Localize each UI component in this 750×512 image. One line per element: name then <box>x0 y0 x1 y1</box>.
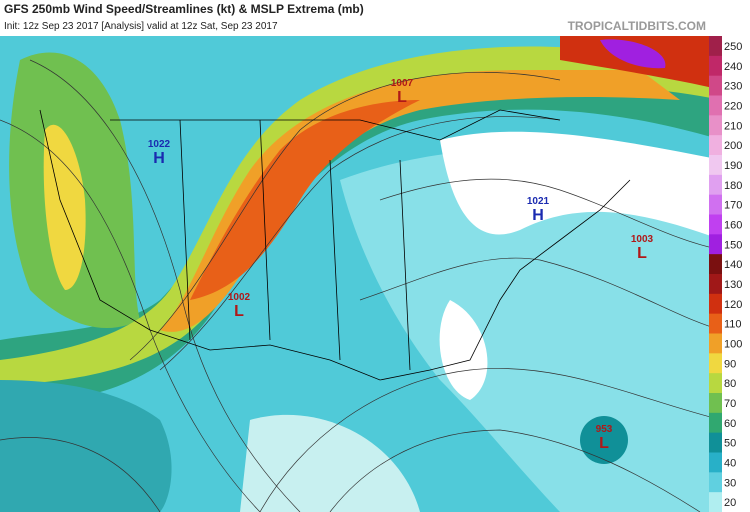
colorbar-label: 60 <box>724 418 736 430</box>
system-pressure: 953 <box>596 424 613 435</box>
system-pressure: 1002 <box>228 292 251 303</box>
colorbar-swatch <box>709 194 722 215</box>
system-type: L <box>234 303 244 320</box>
system-pressure: 1007 <box>391 78 414 89</box>
colorbar-label: 160 <box>724 219 742 231</box>
colorbar-swatch <box>709 274 722 295</box>
system-pressure: 1021 <box>527 196 550 207</box>
system-type: L <box>599 435 609 452</box>
colorbar-swatch <box>709 135 722 156</box>
colorbar-label: 120 <box>724 299 742 311</box>
map-field <box>0 36 722 512</box>
system-pressure: 1022 <box>148 139 171 150</box>
colorbar-label: 90 <box>724 358 736 370</box>
colorbar-swatch <box>709 36 722 57</box>
colorbar-label: 70 <box>724 398 736 410</box>
colorbar-swatch <box>709 214 722 235</box>
system-type: H <box>153 150 165 167</box>
colorbar-label: 210 <box>724 120 742 132</box>
title: GFS 250mb Wind Speed/Streamlines (kt) & … <box>4 2 364 16</box>
colorbar-swatch <box>709 333 722 354</box>
colorbar-label: 40 <box>724 457 736 469</box>
colorbar-label: 150 <box>724 239 742 251</box>
colorbar-swatch <box>709 155 722 176</box>
colorbar-label: 230 <box>724 81 742 93</box>
colorbar-swatch <box>709 492 722 512</box>
colorbar-swatch <box>709 373 722 394</box>
colorbar-label: 170 <box>724 200 742 212</box>
system-type: L <box>397 89 407 106</box>
header-bar <box>0 0 750 36</box>
colorbar-swatch <box>709 452 722 473</box>
colorbar-label: 240 <box>724 61 742 73</box>
colorbar-label: 100 <box>724 338 742 350</box>
system-type: L <box>637 245 647 262</box>
colorbar-swatch <box>709 254 722 275</box>
colorbar-label: 190 <box>724 160 742 172</box>
colorbar-label: 140 <box>724 259 742 271</box>
colorbar-swatch <box>709 174 722 196</box>
colorbar-label: 180 <box>724 180 742 192</box>
system-pressure: 1003 <box>631 234 654 245</box>
colorbar-label: 250 <box>724 41 742 53</box>
colorbar-label: 20 <box>724 497 736 509</box>
colorbar-swatch <box>709 313 722 334</box>
system-type: H <box>532 207 544 224</box>
colorbar-swatch <box>709 472 722 493</box>
colorbar-swatch <box>709 432 722 453</box>
streamlines <box>0 59 723 512</box>
colorbar-swatch <box>709 234 722 255</box>
colorbar-label: 110 <box>724 319 742 331</box>
colorbar-swatch <box>709 393 722 414</box>
colorbar-swatch <box>709 353 722 374</box>
site-name: TROPICALTIDBITS.COM <box>568 19 706 33</box>
boundaries <box>39 109 631 381</box>
colorbar-label: 30 <box>724 477 736 489</box>
colorbar-swatch <box>709 115 722 136</box>
colorbar-label: 80 <box>724 378 736 390</box>
colorbar-label: 220 <box>724 100 742 112</box>
colorbar-label: 130 <box>724 279 742 291</box>
colorbar-label: 200 <box>724 140 742 152</box>
colorbar-swatch <box>709 75 722 96</box>
subtitle: Init: 12z Sep 23 2017 [Analysis] valid a… <box>4 21 278 32</box>
colorbar-swatch <box>709 412 722 434</box>
colorbar-swatch <box>709 95 722 116</box>
colorbar-swatch <box>709 55 722 77</box>
colorbar-swatch <box>709 293 722 315</box>
colorbar-label: 50 <box>724 438 736 450</box>
colorbar: 250 240 230 220 210 200 190 180 170 160 150 140 130 1… <box>709 36 742 512</box>
